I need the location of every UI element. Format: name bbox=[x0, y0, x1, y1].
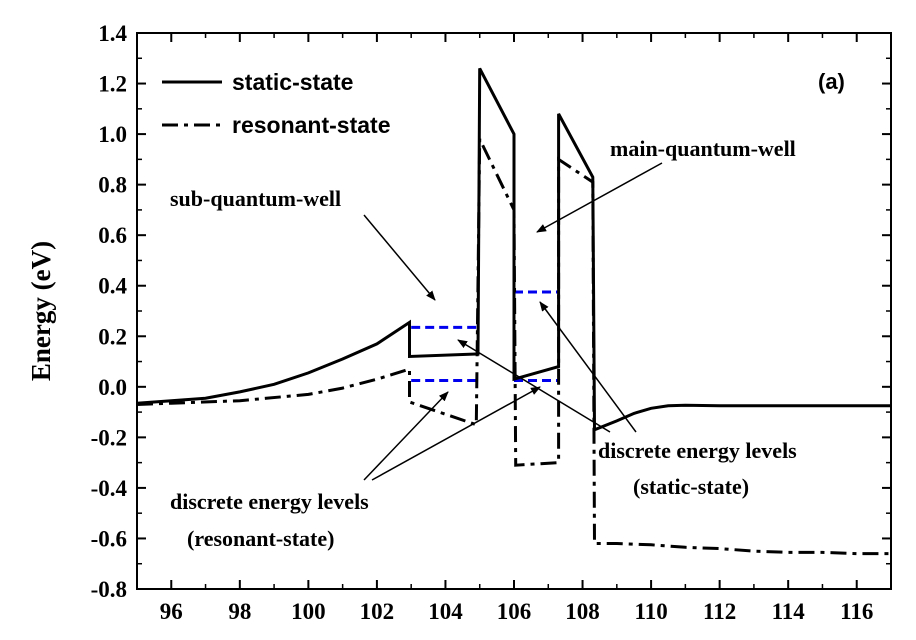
energy-levels bbox=[411, 290, 559, 382]
x-tick-label: 110 bbox=[634, 599, 667, 624]
legend: static-state resonant-state bbox=[162, 69, 390, 138]
x-tick-label: 116 bbox=[840, 599, 873, 624]
x-tick-label: 114 bbox=[772, 599, 806, 624]
y-tick-label: -0.8 bbox=[91, 577, 127, 602]
annotation-static-levels-line2: (static-state) bbox=[633, 474, 749, 499]
y-axis-ticks: -0.8 -0.6 -0.4 -0.2 0.0 0.2 0.4 0.6 0.8 1.0 1.2 1.4 bbox=[91, 21, 891, 602]
y-tick-label: 1.2 bbox=[98, 72, 127, 97]
series-line-resonant-state bbox=[136, 138, 891, 556]
y-tick-label: 0.0 bbox=[98, 375, 127, 400]
arrow-resonant-level-1 bbox=[363, 391, 449, 481]
x-tick-label: 106 bbox=[497, 599, 532, 624]
y-axis-label: Energy (eV) bbox=[26, 241, 56, 381]
annotation-static-levels-line1: discrete energy levels bbox=[598, 438, 797, 463]
annotation-main-quantum-well: main-quantum-well bbox=[610, 136, 796, 161]
arrow-static-level-1 bbox=[457, 339, 611, 433]
x-tick-label: 98 bbox=[228, 599, 251, 624]
y-tick-label: 0.8 bbox=[98, 173, 127, 198]
y-tick-label: 0.2 bbox=[98, 324, 127, 349]
x-tick-label: 104 bbox=[428, 599, 463, 624]
x-tick-label: 96 bbox=[160, 599, 183, 624]
panel-label: (a) bbox=[818, 69, 845, 94]
series-line-static-state bbox=[136, 67, 891, 433]
arrow-static-level-2 bbox=[539, 301, 637, 433]
annotation-arrows bbox=[363, 162, 663, 481]
y-tick-label: 0.4 bbox=[98, 274, 127, 299]
y-tick-label: 1.4 bbox=[98, 21, 127, 46]
annotation-resonant-levels-line2: (resonant-state) bbox=[187, 526, 334, 551]
arrow-sub-well bbox=[363, 214, 436, 301]
x-axis-ticks: 96 98 100 102 104 106 108 110 112 114 116 bbox=[136, 33, 892, 624]
series-lines bbox=[136, 67, 891, 556]
y-tick-label: -0.2 bbox=[91, 425, 127, 450]
arrow-main-well bbox=[536, 162, 663, 233]
arrow-resonant-level-2 bbox=[371, 386, 541, 481]
annotation-resonant-levels-line1: discrete energy levels bbox=[170, 489, 369, 514]
legend-label-static: static-state bbox=[232, 69, 353, 95]
x-tick-label: 100 bbox=[291, 599, 326, 624]
y-tick-label: -0.4 bbox=[91, 476, 128, 501]
y-tick-label: 0.6 bbox=[98, 223, 127, 248]
y-tick-label: -0.6 bbox=[91, 526, 127, 551]
legend-label-resonant: resonant-state bbox=[232, 112, 390, 138]
x-tick-label: 112 bbox=[703, 599, 736, 624]
annotation-sub-quantum-well: sub-quantum-well bbox=[170, 186, 341, 211]
y-tick-label: 1.0 bbox=[98, 122, 127, 147]
x-tick-label: 102 bbox=[360, 599, 395, 624]
x-tick-label: 108 bbox=[565, 599, 600, 624]
